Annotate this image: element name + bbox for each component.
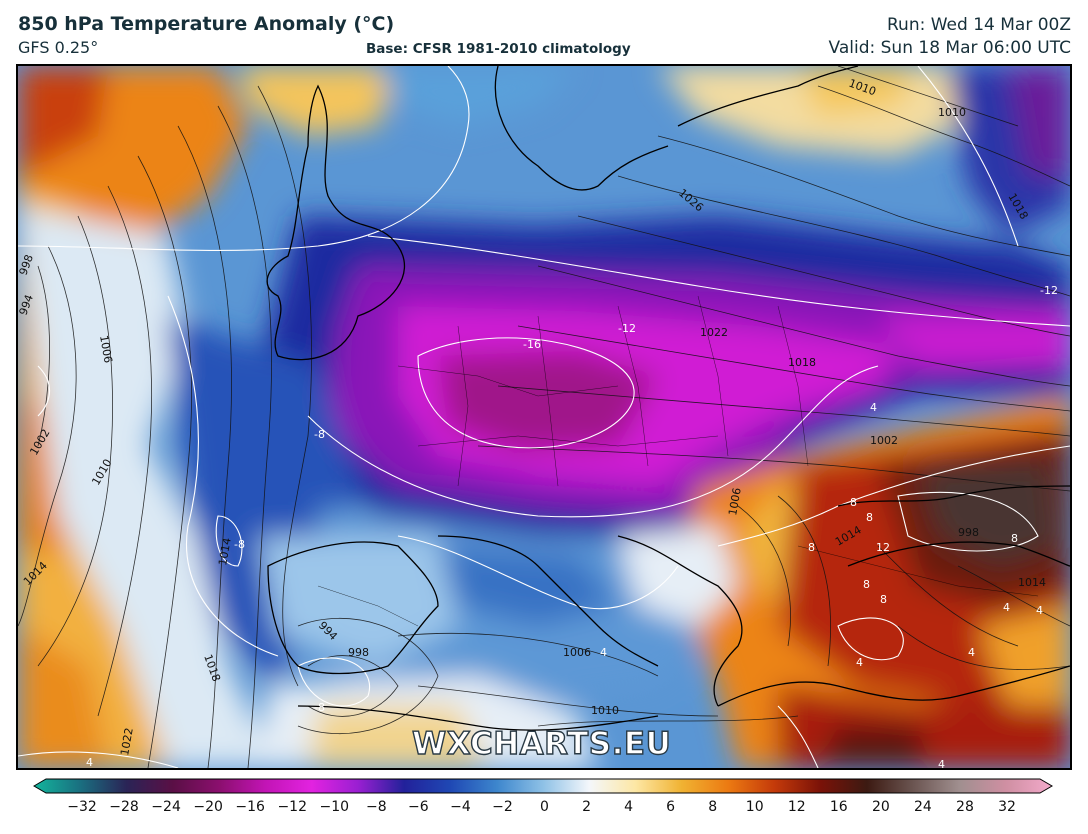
colorbar-tick-label: −2: [492, 799, 513, 815]
run-time-label: Run: Wed 14 Mar 00Z: [887, 15, 1071, 35]
colorbar-tick-label: −8: [365, 799, 387, 815]
colorbar-tick-label: −20: [193, 799, 223, 815]
colorbar-tick-label: −24: [151, 799, 181, 815]
anomaly-label: -8: [314, 701, 325, 714]
isobar-label: 1022: [118, 727, 136, 757]
anomaly-labels: -16 -12 -8 -8 -12 4 8 8 12 8 8 8 4 4 4 8…: [86, 284, 1058, 768]
anomaly-label: -12: [1040, 284, 1058, 297]
anomaly-label: 8: [1011, 532, 1018, 545]
colorbar-tick-label: −4: [450, 799, 471, 815]
colorbar-tick-label: 10: [745, 799, 764, 815]
isobar-label: 1006: [97, 334, 115, 364]
anomaly-label: -8: [234, 538, 245, 551]
colorbar-tick-label: 6: [666, 799, 676, 815]
isobar-label: 1010: [938, 106, 966, 119]
colorbar-tick-label: −32: [67, 799, 97, 815]
colorbar-tick-label: 0: [540, 799, 549, 815]
climatology-base-label: Base: CFSR 1981-2010 climatology: [366, 41, 631, 57]
colorbar-tick-label: 32: [998, 799, 1016, 815]
anomaly-label: 4: [86, 756, 93, 768]
anomaly-label: -8: [314, 428, 325, 441]
anomaly-label: 4: [938, 758, 945, 768]
colorbar-tick-label: −10: [319, 799, 350, 815]
colorbar-tick-label: 4: [624, 799, 634, 815]
colorbar-tick-label: 20: [871, 799, 890, 815]
colorbar-tick-label: −12: [277, 799, 307, 815]
anomaly-label: 4: [1003, 601, 1010, 614]
isobar-label: 1010: [591, 704, 619, 717]
isobar-label: 1018: [788, 356, 816, 369]
anomaly-contours: [18, 66, 1070, 768]
isobar-label: 1006: [726, 487, 744, 517]
country-borders: [317, 295, 1039, 627]
anomaly-label: 8: [808, 541, 815, 554]
colorbar-tick-label: 24: [913, 799, 932, 815]
anomaly-label: 4: [1036, 604, 1043, 617]
isobar-label: 998: [958, 526, 979, 539]
anomaly-label: 12: [876, 541, 890, 554]
isobar-label: 998: [348, 646, 369, 659]
isobar-label: 1022: [700, 326, 728, 339]
colorbar-tick-label: 2: [582, 799, 591, 815]
colorbar-tick-label: −6: [408, 799, 429, 815]
anomaly-label: 4: [870, 401, 877, 414]
isobar-label: 1014: [216, 537, 234, 567]
colorbar-tick-label: 16: [829, 799, 848, 815]
coastlines: [266, 66, 1070, 731]
anomaly-map: 998 994 1006 1002 1010 1014 1014 1018 10…: [16, 64, 1072, 770]
colorbar-tick-label: −28: [109, 799, 139, 815]
anomaly-label: 4: [856, 656, 863, 669]
isobar-labels: 998 994 1006 1002 1010 1014 1014 1018 10…: [18, 77, 1046, 757]
colorbar-tick-label: 12: [787, 799, 806, 815]
anomaly-label: 4: [968, 646, 975, 659]
anomaly-label: 8: [866, 511, 873, 524]
anomaly-label: 8: [850, 496, 857, 509]
anomaly-label: -16: [523, 338, 541, 351]
isobar-label: 1006: [563, 646, 591, 659]
anomaly-field: [18, 66, 1070, 768]
anomaly-label: 8: [880, 593, 887, 606]
anomaly-label: -12: [618, 322, 636, 335]
colorbar-ticks: −32 −28 −24 −20 −16 −12 −10 −8 −6 −4 −2 0 2 4 6 8 10 12 16…: [0, 799, 1088, 819]
colorbar-tick-label: 8: [708, 799, 718, 815]
anomaly-label: 8: [863, 578, 870, 591]
isobar-label: 1014: [1018, 576, 1046, 589]
model-label: GFS 0.25°: [18, 38, 99, 57]
anomaly-label: 4: [600, 646, 607, 659]
colorbar: [33, 778, 1053, 794]
isobar-lines: [18, 66, 1070, 768]
isobar-label: 1002: [870, 434, 898, 447]
colorbar-gradient: [33, 778, 1053, 794]
colorbar-tick-label: −16: [235, 799, 265, 815]
valid-time-label: Valid: Sun 18 Mar 06:00 UTC: [828, 38, 1071, 58]
map-title: 850 hPa Temperature Anomaly (°C): [18, 13, 395, 35]
watermark: WXCHARTS.EU: [411, 725, 672, 762]
colorbar-tick-label: 28: [956, 799, 974, 815]
